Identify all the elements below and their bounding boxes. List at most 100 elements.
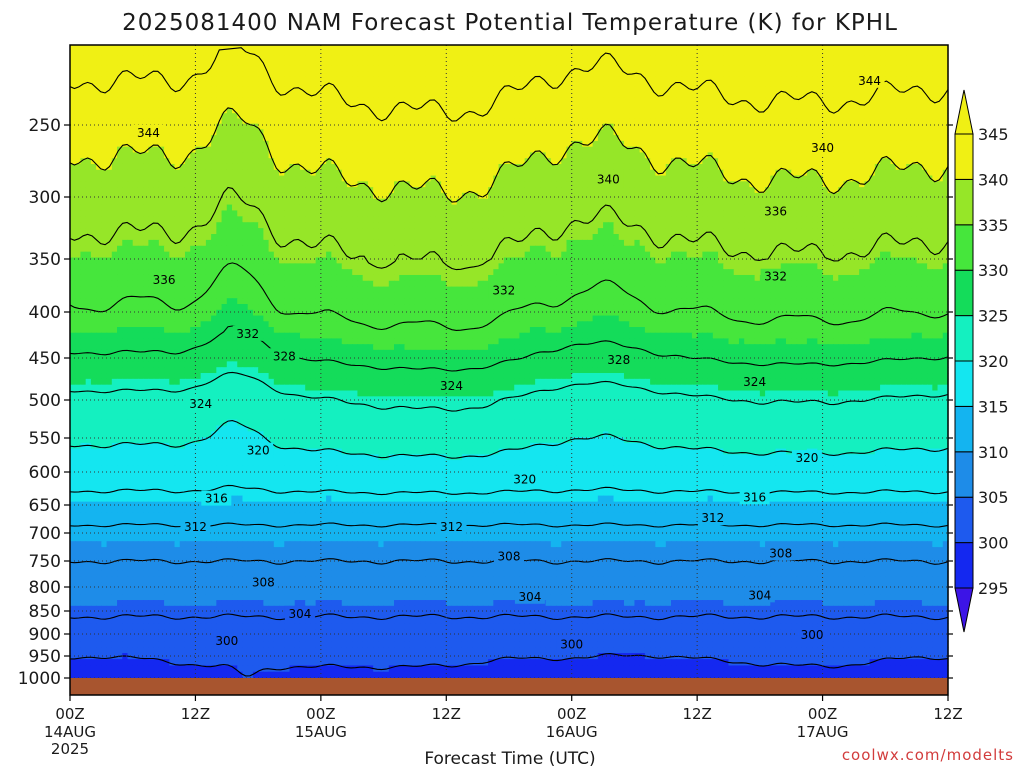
- heatmap-cell: [827, 118, 834, 125]
- heatmap-cell: [754, 181, 761, 188]
- heatmap-cell: [148, 169, 155, 177]
- heatmap-cell: [900, 146, 907, 154]
- heatmap-cell: [665, 129, 672, 136]
- heatmap-cell: [451, 107, 458, 114]
- heatmap-cell: [111, 65, 118, 72]
- heatmap-cell: [791, 152, 798, 159]
- heatmap-cell: [733, 60, 740, 67]
- heatmap-cell: [477, 102, 484, 109]
- heatmap-cell: [216, 163, 223, 171]
- heatmap-cell: [540, 45, 547, 51]
- heatmap-cell: [200, 181, 207, 188]
- heatmap-cell: [70, 198, 76, 206]
- heatmap-cell: [566, 163, 573, 171]
- heatmap-cell: [671, 135, 677, 142]
- heatmap-cell: [190, 65, 197, 72]
- heatmap-cell: [341, 198, 348, 206]
- heatmap-cell: [221, 169, 228, 177]
- heatmap-cell: [744, 135, 751, 142]
- heatmap-cell: [85, 55, 92, 62]
- heatmap-cell: [780, 118, 787, 125]
- heatmap-cell: [258, 65, 264, 72]
- heatmap-cell: [117, 123, 123, 130]
- heatmap-cell: [775, 118, 782, 125]
- heatmap-cell: [603, 71, 609, 78]
- heatmap-cell: [869, 118, 876, 125]
- heatmap-cell: [425, 135, 432, 142]
- heatmap-cell: [932, 71, 939, 78]
- heatmap-cell: [550, 175, 557, 182]
- heatmap-cell: [373, 60, 379, 67]
- heatmap-cell: [137, 146, 144, 154]
- heatmap-cell: [352, 169, 359, 177]
- heatmap-cell: [655, 81, 662, 88]
- heatmap-cell: [592, 86, 599, 93]
- heatmap-cell: [535, 92, 541, 99]
- heatmap-cell: [101, 50, 108, 57]
- heatmap-cell: [644, 198, 651, 206]
- heatmap-cell: [467, 146, 474, 154]
- heatmap-cell: [247, 198, 254, 206]
- heatmap-cell: [791, 86, 798, 93]
- heatmap-cell: [749, 86, 756, 93]
- heatmap-cell: [101, 135, 108, 142]
- heatmap-cell: [665, 107, 672, 114]
- heatmap-cell: [916, 60, 923, 67]
- heatmap-cell: [404, 81, 411, 88]
- heatmap-cell: [660, 192, 667, 200]
- heatmap-cell: [738, 65, 745, 72]
- heatmap-cell: [341, 86, 348, 93]
- heatmap-cell: [472, 86, 479, 93]
- heatmap-cell: [221, 129, 228, 136]
- heatmap-cell: [362, 71, 369, 78]
- heatmap-cell: [561, 192, 568, 200]
- heatmap-cell: [352, 86, 359, 93]
- heatmap-cell: [258, 192, 264, 200]
- heatmap-cell: [765, 169, 771, 177]
- heatmap-cell: [85, 163, 92, 171]
- heatmap-cell: [571, 45, 578, 51]
- heatmap-cell: [435, 65, 442, 72]
- heatmap-cell: [378, 71, 385, 78]
- heatmap-cell: [258, 146, 264, 154]
- heatmap-cell: [326, 204, 332, 212]
- heatmap-cell: [650, 123, 656, 130]
- heatmap-cell: [446, 198, 453, 206]
- heatmap-cell: [911, 146, 918, 154]
- heatmap-cell: [315, 169, 322, 177]
- heatmap-cell: [550, 129, 557, 136]
- heatmap-cell: [195, 107, 202, 114]
- heatmap-cell: [195, 76, 202, 83]
- heatmap-cell: [733, 123, 740, 130]
- heatmap-cell: [770, 55, 777, 62]
- heatmap-cell: [540, 129, 547, 136]
- heatmap-cell: [859, 158, 865, 165]
- heatmap-cell: [529, 118, 536, 125]
- heatmap-cell: [90, 135, 97, 142]
- heatmap-cell: [190, 192, 197, 200]
- heatmap-cell: [519, 146, 526, 154]
- heatmap-cell: [639, 50, 646, 57]
- heatmap-cell: [885, 146, 892, 154]
- heatmap-cell: [592, 113, 599, 120]
- heatmap-cell: [326, 146, 332, 154]
- heatmap-cell: [785, 97, 792, 104]
- heatmap-cell: [326, 102, 332, 109]
- heatmap-cell: [702, 181, 709, 188]
- heatmap-cell: [467, 50, 474, 57]
- heatmap-cell: [383, 158, 390, 165]
- heatmap-cell: [164, 45, 170, 51]
- heatmap-cell: [749, 152, 756, 159]
- heatmap-cell: [331, 152, 338, 159]
- heatmap-cell: [456, 65, 463, 72]
- heatmap-cell: [587, 55, 594, 62]
- heatmap-cell: [712, 192, 719, 200]
- heatmap-cell: [608, 140, 615, 148]
- heatmap-cell: [812, 192, 818, 200]
- heatmap-cell: [242, 123, 249, 130]
- heatmap-cell: [383, 146, 390, 154]
- heatmap-cell: [252, 71, 259, 78]
- heatmap-cell: [759, 152, 766, 159]
- heatmap-cell: [211, 55, 217, 62]
- heatmap-cell: [650, 55, 656, 62]
